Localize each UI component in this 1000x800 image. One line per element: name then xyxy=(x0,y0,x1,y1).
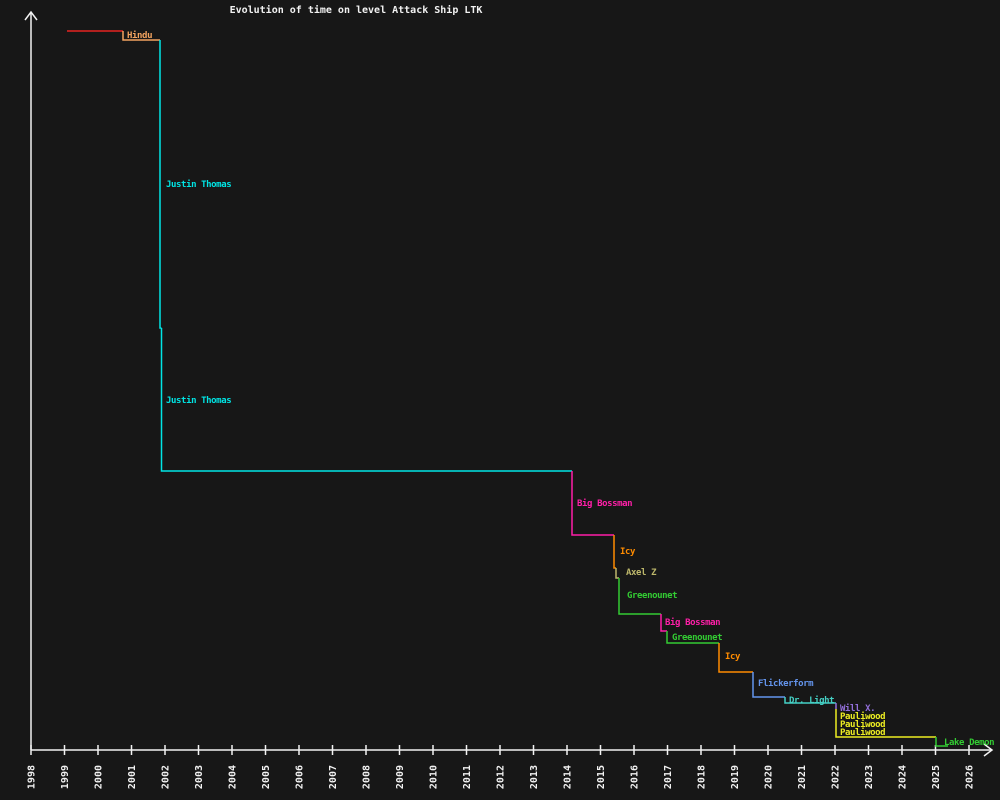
record-player-label: Icy xyxy=(725,652,741,662)
x-tick-label: 2025 xyxy=(931,765,942,789)
x-tick-label: 2016 xyxy=(630,765,641,789)
x-tick-label: 2023 xyxy=(864,765,875,789)
record-player-label: Hindu xyxy=(127,30,152,41)
x-tick-label: 2002 xyxy=(161,765,172,789)
x-tick-label: 2007 xyxy=(328,765,339,789)
record-player-label: Greenounet xyxy=(627,591,677,601)
x-tick-label: 1998 xyxy=(27,765,38,789)
x-tick-label: 2009 xyxy=(395,765,406,789)
record-line xyxy=(784,697,836,704)
x-tick-label: 2001 xyxy=(127,765,138,789)
x-tick-label: 2003 xyxy=(194,765,205,789)
x-tick-label: 2010 xyxy=(429,765,440,789)
record-player-label: Flickerform xyxy=(758,678,814,689)
x-tick-label: 2000 xyxy=(94,765,105,789)
x-tick-label: 2015 xyxy=(596,765,607,789)
x-tick-label: 2013 xyxy=(529,765,540,789)
x-tick-label: 2026 xyxy=(965,765,976,789)
record-player-label: Justin Thomas xyxy=(166,179,231,190)
x-tick-label: 2019 xyxy=(730,765,741,789)
record-line xyxy=(718,643,753,673)
x-tick-label: 2017 xyxy=(663,765,674,789)
y-axis-arrow-icon xyxy=(24,10,38,21)
record-player-label: Greenounet xyxy=(672,633,722,643)
record-series: Hindu Justin Thomas Justin Thomas Big Bossm… xyxy=(67,30,995,748)
record-line xyxy=(752,672,785,698)
record-line xyxy=(613,535,616,569)
x-tick-label: 2008 xyxy=(362,765,373,789)
x-tick-label: 2021 xyxy=(797,765,808,789)
record-player-label: Will X. xyxy=(840,703,875,714)
record-line xyxy=(160,328,572,472)
record-line xyxy=(615,568,619,579)
x-tick-label: 2006 xyxy=(295,765,306,789)
x-tick-label: 2014 xyxy=(563,765,574,789)
record-player-label: Axel Z xyxy=(626,568,657,578)
record-player-label: Justin Thomas xyxy=(166,395,231,406)
record-player-label: Big Bossman xyxy=(665,617,720,628)
record-player-label: Pauliwood xyxy=(840,727,885,738)
x-tick-label: 2024 xyxy=(898,765,909,789)
record-line xyxy=(159,40,162,329)
x-tick-label: 2012 xyxy=(496,765,507,789)
record-line xyxy=(122,31,160,41)
x-tick-label: 2020 xyxy=(764,765,775,789)
record-player-label: Lake Demon xyxy=(944,738,994,748)
x-tick-label: 2018 xyxy=(697,765,708,789)
x-tick-label: 2011 xyxy=(462,765,473,789)
record-line xyxy=(666,631,719,644)
record-player-label: Icy xyxy=(620,547,636,557)
record-line xyxy=(935,737,948,747)
chart-title: Evolution of time on level Attack Ship L… xyxy=(230,4,483,16)
x-tick-label: 1999 xyxy=(60,765,71,789)
record-player-label: Dr. Light xyxy=(789,695,834,706)
x-axis-arrow-icon xyxy=(983,743,994,757)
record-line xyxy=(618,578,661,615)
record-player-label: Pauliwood xyxy=(840,711,885,722)
record-line xyxy=(660,614,667,632)
x-tick-label: 2004 xyxy=(228,765,239,789)
x-tick-label: 2005 xyxy=(261,765,272,789)
x-tick-label: 2022 xyxy=(831,765,842,789)
record-line xyxy=(571,471,614,536)
axes: 1998 1999 2000 2001 2002 2003 2004 2005 2006 2007… xyxy=(24,10,994,789)
record-player-label: Pauliwood xyxy=(840,719,885,730)
record-line xyxy=(835,709,936,738)
record-player-label: Big Bossman xyxy=(577,498,632,509)
